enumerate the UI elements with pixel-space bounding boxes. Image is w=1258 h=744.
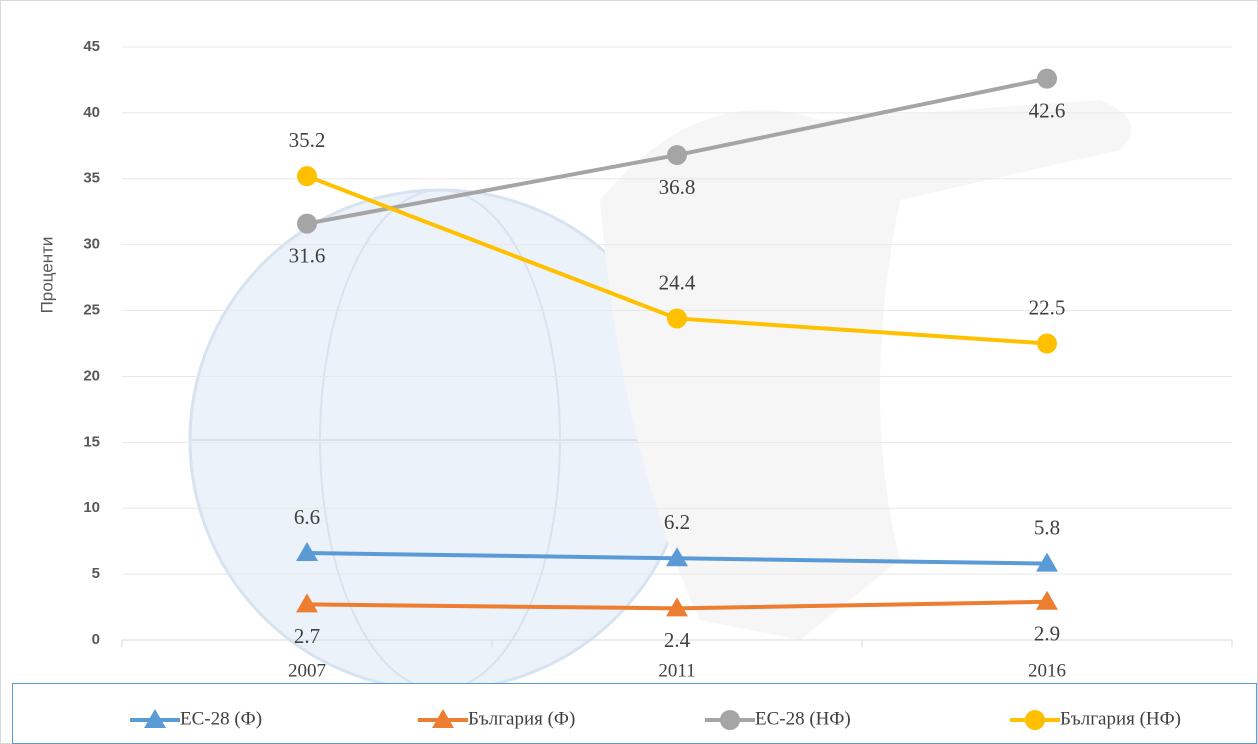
data-label: 5.8 (1034, 515, 1060, 539)
legend-label: ЕС-28 (НФ) (755, 708, 851, 729)
y-tick-label: 0 (92, 631, 100, 648)
y-axis-label: Проценти (37, 237, 56, 314)
data-point (666, 597, 688, 617)
data-point (666, 547, 688, 567)
data-label: 22.5 (1029, 295, 1066, 319)
y-tick-label: 45 (83, 38, 100, 55)
legend-marker (432, 709, 454, 728)
background-picture (188, 100, 1132, 692)
y-tick-label: 25 (83, 302, 100, 319)
data-label: 2.4 (664, 628, 691, 652)
legend-box (12, 683, 1257, 744)
data-point (297, 213, 317, 234)
data-label: 24.4 (659, 270, 696, 294)
y-tick-label: 20 (83, 367, 100, 384)
data-point (1037, 333, 1057, 354)
data-point (1036, 590, 1058, 610)
data-point (667, 145, 687, 166)
data-label: 2.9 (1034, 622, 1060, 646)
legend-marker (144, 709, 166, 728)
data-point (1036, 552, 1058, 572)
legend-label: България (Ф) (468, 708, 575, 729)
x-tick-label: 2011 (658, 660, 695, 681)
y-tick-label: 30 (83, 236, 100, 253)
legend-marker (720, 710, 740, 730)
y-tick-label: 5 (92, 565, 100, 582)
y-tick-label: 10 (83, 499, 100, 516)
x-tick-label: 2007 (288, 660, 326, 681)
legend-marker (1025, 710, 1045, 730)
data-point (667, 308, 687, 329)
y-tick-label: 40 (83, 104, 100, 121)
y-tick-label: 35 (83, 170, 100, 187)
data-point (1037, 68, 1057, 89)
data-point (296, 593, 318, 613)
data-label: 6.2 (664, 510, 690, 534)
legend-label: ЕС-28 (Ф) (180, 708, 262, 729)
x-tick-label: 2016 (1028, 660, 1066, 681)
data-label: 2.7 (294, 624, 320, 648)
data-point (296, 542, 318, 562)
legend-label: България (НФ) (1060, 708, 1181, 729)
data-label: 31.6 (289, 243, 326, 267)
data-label: 6.6 (294, 505, 320, 529)
data-label: 36.8 (659, 175, 696, 199)
data-label: 42.6 (1029, 98, 1066, 122)
data-label: 35.2 (289, 128, 326, 152)
y-tick-label: 15 (83, 433, 100, 450)
data-point (297, 166, 317, 187)
x-axis-ticks (121, 640, 1233, 647)
